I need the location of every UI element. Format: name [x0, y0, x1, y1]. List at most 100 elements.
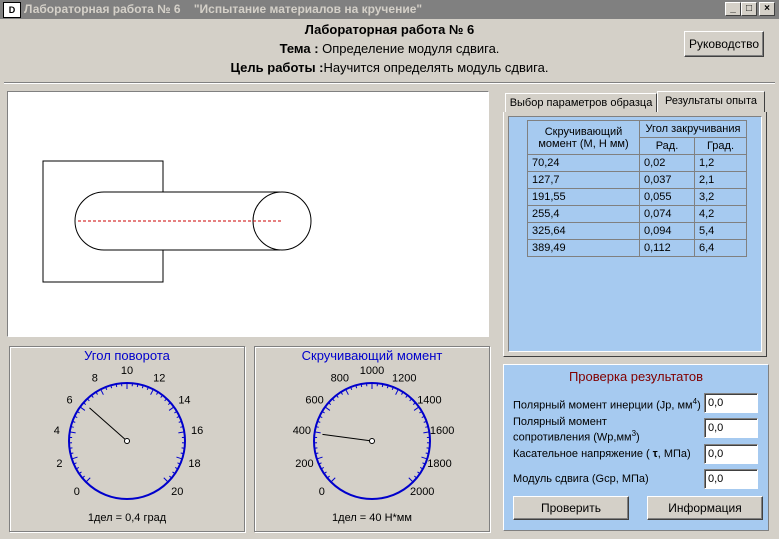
moment-gauge-tick-label: 600: [305, 394, 323, 406]
table-row: 191,55 0,055 3,2: [527, 188, 747, 206]
angle-gauge-tick: [136, 383, 139, 388]
shear-stress-label: Касательное напряжение ( τ, МПа): [513, 448, 691, 460]
table-cell-deg: 2,1: [694, 171, 747, 189]
angle-gauge-tick-label: 16: [191, 425, 203, 437]
angle-gauge-tick: [156, 391, 159, 395]
moment-gauge-tick: [419, 467, 424, 470]
angle-gauge-tick: [70, 426, 74, 428]
moment-gauge-tick: [391, 386, 394, 391]
manual-button[interactable]: Руководство: [684, 31, 764, 57]
specimen-rod: [104, 191, 280, 251]
angle-gauge-tick: [115, 383, 118, 388]
angle-gauge-needle: [89, 407, 128, 442]
table-cell-moment: 127,7: [527, 171, 640, 189]
moment-gauge-tick: [422, 462, 426, 465]
shear-modulus-input[interactable]: [704, 469, 758, 489]
table-row: 325,64 0,094 5,4: [527, 222, 747, 240]
tab-results[interactable]: Результаты опыта: [657, 91, 765, 114]
moment-gauge-tick: [315, 426, 319, 428]
moment-gauge-tick: [315, 452, 319, 455]
close-button[interactable]: ×: [759, 2, 775, 16]
moment-gauge-tick: [419, 411, 423, 414]
shear-stress-input[interactable]: [704, 444, 758, 464]
angle-gauge-tick: [167, 402, 171, 406]
angle-gauge-tick: [178, 431, 185, 434]
angle-gauge-tick: [180, 452, 184, 455]
maximize-button[interactable]: □: [741, 2, 757, 16]
angle-gauge-division: 1дел = 0,4 град: [88, 512, 167, 524]
moment-gauge-tick: [381, 383, 384, 388]
polar-resist-label: Полярный момент сопротивления (Wp,мм3): [513, 416, 640, 444]
moment-gauge-tick-label: 1200: [392, 373, 416, 385]
moment-gauge-tick: [423, 420, 427, 423]
angle-gauge-tick: [176, 456, 183, 460]
polar-inertia-label: Полярный момент инерции (Jp, мм4): [513, 397, 701, 412]
angle-gauge-tick: [164, 398, 168, 402]
table-cell-moment: 255,4: [527, 205, 640, 223]
angle-gauge-tick-label: 2: [56, 458, 62, 470]
angle-gauge-tick-label: 20: [171, 486, 183, 498]
table-cell-deg: 5,4: [694, 222, 747, 240]
column-header-deg: Град.: [694, 137, 747, 155]
moment-gauge-tick: [423, 431, 430, 434]
moment-gauge-tick-label: 1400: [417, 394, 441, 406]
angle-gauge-tick: [172, 471, 176, 475]
moment-gauge-tick: [316, 456, 323, 460]
table-cell-moment: 325,64: [527, 222, 640, 240]
specimen-drawing: [42, 160, 312, 283]
moment-gauge-tick: [409, 398, 413, 402]
moment-gauge-tick: [425, 426, 429, 428]
moment-gauge-tick: [421, 456, 428, 460]
column-header-rad: Рад.: [639, 137, 695, 155]
angle-gauge-tick: [81, 475, 85, 479]
angle-gauge-tick: [79, 406, 86, 411]
moment-gauge-tick: [345, 389, 349, 395]
header-separator: [4, 82, 775, 84]
moment-gauge-tick: [318, 462, 322, 465]
moment-gauge-tick: [350, 386, 353, 391]
angle-gauge-tick-label: 18: [188, 458, 200, 470]
topic-line: Тема : Определение модуля сдвига.: [0, 41, 779, 56]
angle-gauge-tick: [100, 389, 104, 395]
moment-gauge-tick: [330, 477, 336, 483]
table-cell-moment: 70,24: [527, 154, 640, 172]
angle-gauge-tick: [95, 391, 98, 395]
angle-gauge-hub: [124, 438, 130, 444]
table-row: 389,49 0,112 6,4: [527, 239, 747, 257]
minimize-button[interactable]: _: [725, 2, 741, 16]
moment-gauge-tick: [417, 471, 421, 475]
info-button[interactable]: Информация: [647, 496, 763, 520]
angle-gauge-tick: [72, 420, 76, 423]
polar-resist-input[interactable]: [704, 418, 758, 438]
verify-button[interactable]: Проверить: [513, 496, 629, 520]
moment-gauge-tick: [324, 406, 331, 411]
table-cell-rad: 0,055: [639, 188, 695, 206]
moment-gauge-tick: [425, 452, 429, 455]
angle-gauge-tick: [105, 386, 108, 391]
angle-gauge-tick-label: 14: [178, 394, 190, 406]
table-cell-rad: 0,074: [639, 205, 695, 223]
moment-gauge-tick: [395, 389, 399, 395]
moment-gauge-needle: [322, 433, 373, 442]
topic-label: Тема :: [279, 41, 319, 56]
angle-gauge-tick: [85, 477, 91, 483]
angle-gauge-tick: [74, 415, 78, 419]
angle-gauge-tick: [78, 471, 82, 475]
moment-gauge-tick-label: 400: [293, 425, 311, 437]
moment-gauge-tick: [326, 475, 330, 479]
moment-gauge-tick: [412, 402, 416, 406]
angle-gauge-tick: [69, 431, 76, 434]
angle-gauge-tick: [174, 411, 178, 414]
moment-gauge-tick: [321, 411, 325, 414]
moment-gauge-tick: [336, 394, 339, 398]
polar-inertia-input[interactable]: [704, 393, 758, 413]
moment-gauge-tick: [328, 402, 332, 406]
moment-gauge-tick: [408, 477, 414, 483]
angle-gauge-tick: [86, 398, 90, 402]
moment-gauge-tick: [414, 475, 418, 479]
moment-gauge-tick-label: 1000: [360, 365, 384, 377]
tab-sample-parameters[interactable]: Выбор параметров образца: [505, 93, 657, 113]
moment-gauge-tick: [413, 406, 420, 411]
angle-gauge-tick: [168, 406, 175, 411]
window-title: Лабораторная работа № 6 "Испытание матер…: [24, 2, 423, 16]
